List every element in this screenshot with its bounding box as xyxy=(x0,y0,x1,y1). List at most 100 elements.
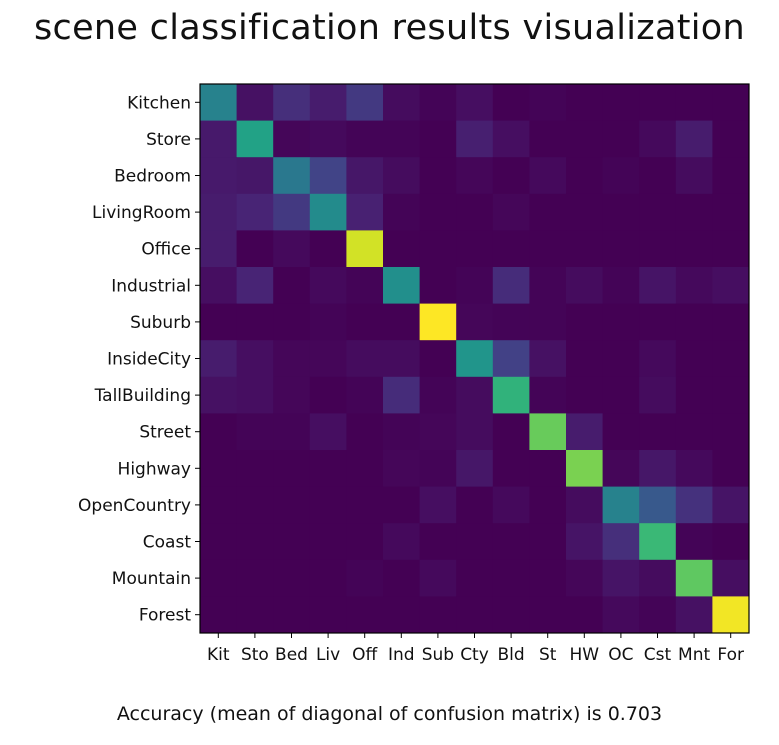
heatmap-cell xyxy=(602,596,640,634)
heatmap-cell xyxy=(675,193,713,231)
heatmap-cell xyxy=(309,596,347,634)
heatmap-cell xyxy=(309,193,347,231)
row-label: Mountain xyxy=(112,569,191,589)
heatmap-cell xyxy=(456,120,494,158)
row-label: Bedroom xyxy=(114,167,191,187)
heatmap-cell xyxy=(419,157,457,195)
heatmap-cell xyxy=(419,486,457,524)
heatmap-cell xyxy=(200,413,238,451)
heatmap-cell xyxy=(602,376,640,414)
heatmap-cell xyxy=(675,120,713,158)
heatmap-cell xyxy=(492,267,530,305)
heatmap-cell xyxy=(200,376,238,414)
heatmap-cell xyxy=(309,230,347,268)
heatmap-cell xyxy=(346,413,384,451)
heatmap-cell xyxy=(200,157,238,195)
heatmap-cells xyxy=(200,84,750,634)
heatmap-cell xyxy=(236,120,274,158)
heatmap-cell xyxy=(456,376,494,414)
heatmap-cell xyxy=(419,450,457,488)
heatmap-cell xyxy=(236,230,274,268)
heatmap-cell xyxy=(383,596,421,634)
heatmap-cell xyxy=(419,559,457,597)
heatmap-cell xyxy=(419,523,457,561)
heatmap-cell xyxy=(383,450,421,488)
heatmap-cell xyxy=(639,413,677,451)
heatmap-cell xyxy=(602,559,640,597)
heatmap-cell xyxy=(346,120,384,158)
heatmap-cell xyxy=(419,596,457,634)
heatmap-cell xyxy=(639,559,677,597)
heatmap-cell xyxy=(383,340,421,378)
heatmap-cell xyxy=(675,376,713,414)
heatmap-cell xyxy=(383,230,421,268)
heatmap-cell xyxy=(639,523,677,561)
heatmap-cell xyxy=(383,376,421,414)
heatmap-cell xyxy=(639,230,677,268)
heatmap-cell xyxy=(639,120,677,158)
heatmap-cell xyxy=(273,157,311,195)
heatmap-cell xyxy=(419,340,457,378)
plot-frame xyxy=(199,83,750,634)
heatmap-cell xyxy=(675,523,713,561)
heatmap-cell xyxy=(383,157,421,195)
heatmap-cell xyxy=(383,84,421,122)
heatmap-cell xyxy=(639,84,677,122)
heatmap-cell xyxy=(566,450,604,488)
heatmap-cell xyxy=(529,450,567,488)
heatmap-cell xyxy=(346,303,384,341)
heatmap-cell xyxy=(456,340,494,378)
heatmap-cell xyxy=(419,84,457,122)
heatmap-cell xyxy=(712,376,750,414)
col-label: Mnt xyxy=(678,645,710,665)
heatmap-cell xyxy=(712,523,750,561)
heatmap-cell xyxy=(566,559,604,597)
heatmap-cell xyxy=(639,303,677,341)
heatmap-cell xyxy=(200,230,238,268)
heatmap-cell xyxy=(712,596,750,634)
row-label: Industrial xyxy=(111,276,191,296)
heatmap-cell xyxy=(419,413,457,451)
heatmap-cell xyxy=(273,267,311,305)
heatmap-cell xyxy=(273,523,311,561)
col-label: Sub xyxy=(422,645,454,665)
heatmap-cell xyxy=(383,559,421,597)
heatmap-cell xyxy=(712,303,750,341)
heatmap-cell xyxy=(529,303,567,341)
heatmap-cell xyxy=(639,450,677,488)
col-label: Kit xyxy=(207,645,230,665)
heatmap-cell xyxy=(236,559,274,597)
heatmap-cell xyxy=(566,120,604,158)
heatmap-cell xyxy=(602,157,640,195)
heatmap-cell xyxy=(566,486,604,524)
heatmap-cell xyxy=(456,559,494,597)
heatmap-cell xyxy=(200,559,238,597)
heatmap-cell xyxy=(492,157,530,195)
heatmap-cell xyxy=(419,376,457,414)
heatmap-cell xyxy=(529,84,567,122)
heatmap-cell xyxy=(200,523,238,561)
heatmap-cell xyxy=(639,340,677,378)
heatmap-cell xyxy=(309,450,347,488)
heatmap-cell xyxy=(309,559,347,597)
heatmap-cell xyxy=(273,559,311,597)
heatmap-cell xyxy=(309,157,347,195)
heatmap-cell xyxy=(566,303,604,341)
heatmap-cell xyxy=(529,413,567,451)
heatmap-cell xyxy=(566,193,604,231)
page-title: scene classification results visualizati… xyxy=(34,8,745,48)
heatmap-cell xyxy=(346,450,384,488)
heatmap-cell xyxy=(309,376,347,414)
heatmap-cell xyxy=(602,340,640,378)
heatmap-cell xyxy=(529,340,567,378)
heatmap-cell xyxy=(492,84,530,122)
heatmap-cell xyxy=(236,340,274,378)
heatmap-cell xyxy=(675,267,713,305)
heatmap-cell xyxy=(492,193,530,231)
heatmap-cell xyxy=(602,486,640,524)
heatmap-cell xyxy=(309,486,347,524)
heatmap-cell xyxy=(309,303,347,341)
heatmap-cell xyxy=(639,193,677,231)
heatmap-cell xyxy=(236,596,274,634)
heatmap-cell xyxy=(529,267,567,305)
